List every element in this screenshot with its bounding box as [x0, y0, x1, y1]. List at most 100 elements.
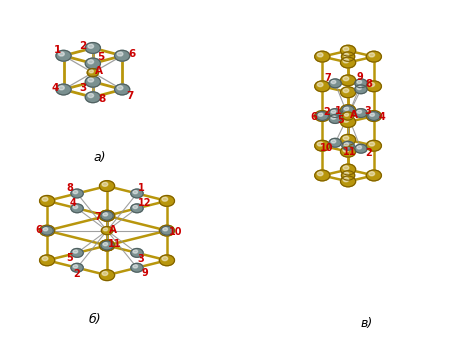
Text: 1: 1 [335, 106, 342, 116]
Text: 7: 7 [127, 91, 134, 101]
Circle shape [331, 116, 336, 119]
Circle shape [342, 112, 354, 120]
Circle shape [340, 75, 356, 86]
Circle shape [159, 196, 174, 206]
Circle shape [85, 76, 100, 87]
Text: 8: 8 [66, 183, 73, 193]
Circle shape [340, 105, 356, 116]
Text: 2: 2 [79, 41, 86, 51]
Circle shape [340, 164, 356, 175]
Circle shape [87, 68, 99, 77]
Circle shape [366, 81, 382, 92]
Circle shape [366, 170, 382, 181]
Text: 7: 7 [94, 213, 101, 222]
Circle shape [340, 117, 356, 127]
Circle shape [369, 53, 374, 57]
Circle shape [100, 181, 115, 192]
Circle shape [131, 248, 143, 257]
Circle shape [103, 213, 108, 216]
Text: A: A [109, 225, 117, 235]
Circle shape [101, 226, 113, 235]
Circle shape [117, 86, 123, 90]
Text: 8: 8 [365, 79, 372, 89]
Circle shape [133, 265, 137, 268]
Circle shape [343, 47, 349, 51]
Circle shape [317, 82, 323, 87]
Circle shape [369, 172, 374, 176]
Text: 6: 6 [128, 49, 135, 59]
Circle shape [162, 197, 168, 201]
Circle shape [100, 211, 115, 221]
Circle shape [56, 84, 71, 95]
Circle shape [316, 112, 328, 120]
Circle shape [331, 80, 336, 84]
Circle shape [102, 242, 108, 246]
Circle shape [85, 92, 100, 103]
Text: A: A [350, 110, 358, 120]
Circle shape [102, 272, 108, 276]
Circle shape [59, 52, 64, 56]
Circle shape [344, 113, 349, 116]
Circle shape [40, 255, 55, 266]
Circle shape [366, 140, 382, 151]
Circle shape [162, 257, 168, 261]
Text: 4: 4 [51, 83, 59, 93]
Circle shape [88, 78, 93, 82]
Circle shape [357, 80, 362, 84]
Circle shape [89, 70, 93, 73]
Text: 3: 3 [80, 83, 87, 93]
Text: 6: 6 [310, 112, 317, 122]
Circle shape [369, 82, 374, 87]
Circle shape [163, 227, 167, 231]
Text: 3: 3 [365, 106, 372, 116]
Circle shape [331, 140, 336, 143]
Circle shape [131, 189, 143, 198]
Circle shape [42, 197, 48, 201]
Circle shape [133, 191, 137, 194]
Text: 5: 5 [66, 253, 73, 263]
Circle shape [161, 226, 173, 235]
Circle shape [329, 138, 341, 147]
Circle shape [340, 134, 356, 145]
Text: а): а) [94, 151, 106, 164]
Circle shape [85, 43, 100, 53]
Circle shape [357, 146, 362, 149]
Circle shape [340, 45, 356, 56]
Circle shape [102, 182, 108, 186]
Text: 1: 1 [54, 45, 61, 55]
Text: 11: 11 [108, 239, 121, 250]
Circle shape [133, 205, 137, 208]
Circle shape [71, 263, 83, 272]
Circle shape [355, 85, 367, 94]
Circle shape [315, 81, 330, 92]
Text: 4: 4 [70, 198, 77, 207]
Circle shape [343, 88, 349, 93]
Text: 9: 9 [356, 72, 363, 82]
Text: 2: 2 [365, 148, 372, 158]
Circle shape [344, 172, 349, 176]
Circle shape [88, 94, 93, 98]
Circle shape [71, 189, 83, 198]
Circle shape [343, 106, 349, 111]
Circle shape [366, 51, 382, 62]
Circle shape [71, 248, 83, 257]
Circle shape [355, 79, 367, 88]
Text: A: A [95, 66, 103, 76]
Circle shape [73, 250, 78, 253]
Circle shape [315, 111, 330, 121]
Circle shape [71, 204, 83, 213]
Text: 10: 10 [169, 227, 182, 237]
Circle shape [59, 86, 64, 90]
Circle shape [73, 265, 78, 268]
Circle shape [41, 226, 53, 235]
Text: 6: 6 [35, 225, 42, 235]
Circle shape [102, 212, 108, 216]
Circle shape [329, 115, 341, 123]
Circle shape [355, 144, 367, 153]
Circle shape [117, 52, 123, 56]
Circle shape [343, 118, 349, 122]
Circle shape [85, 58, 100, 69]
Circle shape [159, 255, 174, 266]
Circle shape [357, 110, 362, 113]
Circle shape [317, 172, 323, 176]
